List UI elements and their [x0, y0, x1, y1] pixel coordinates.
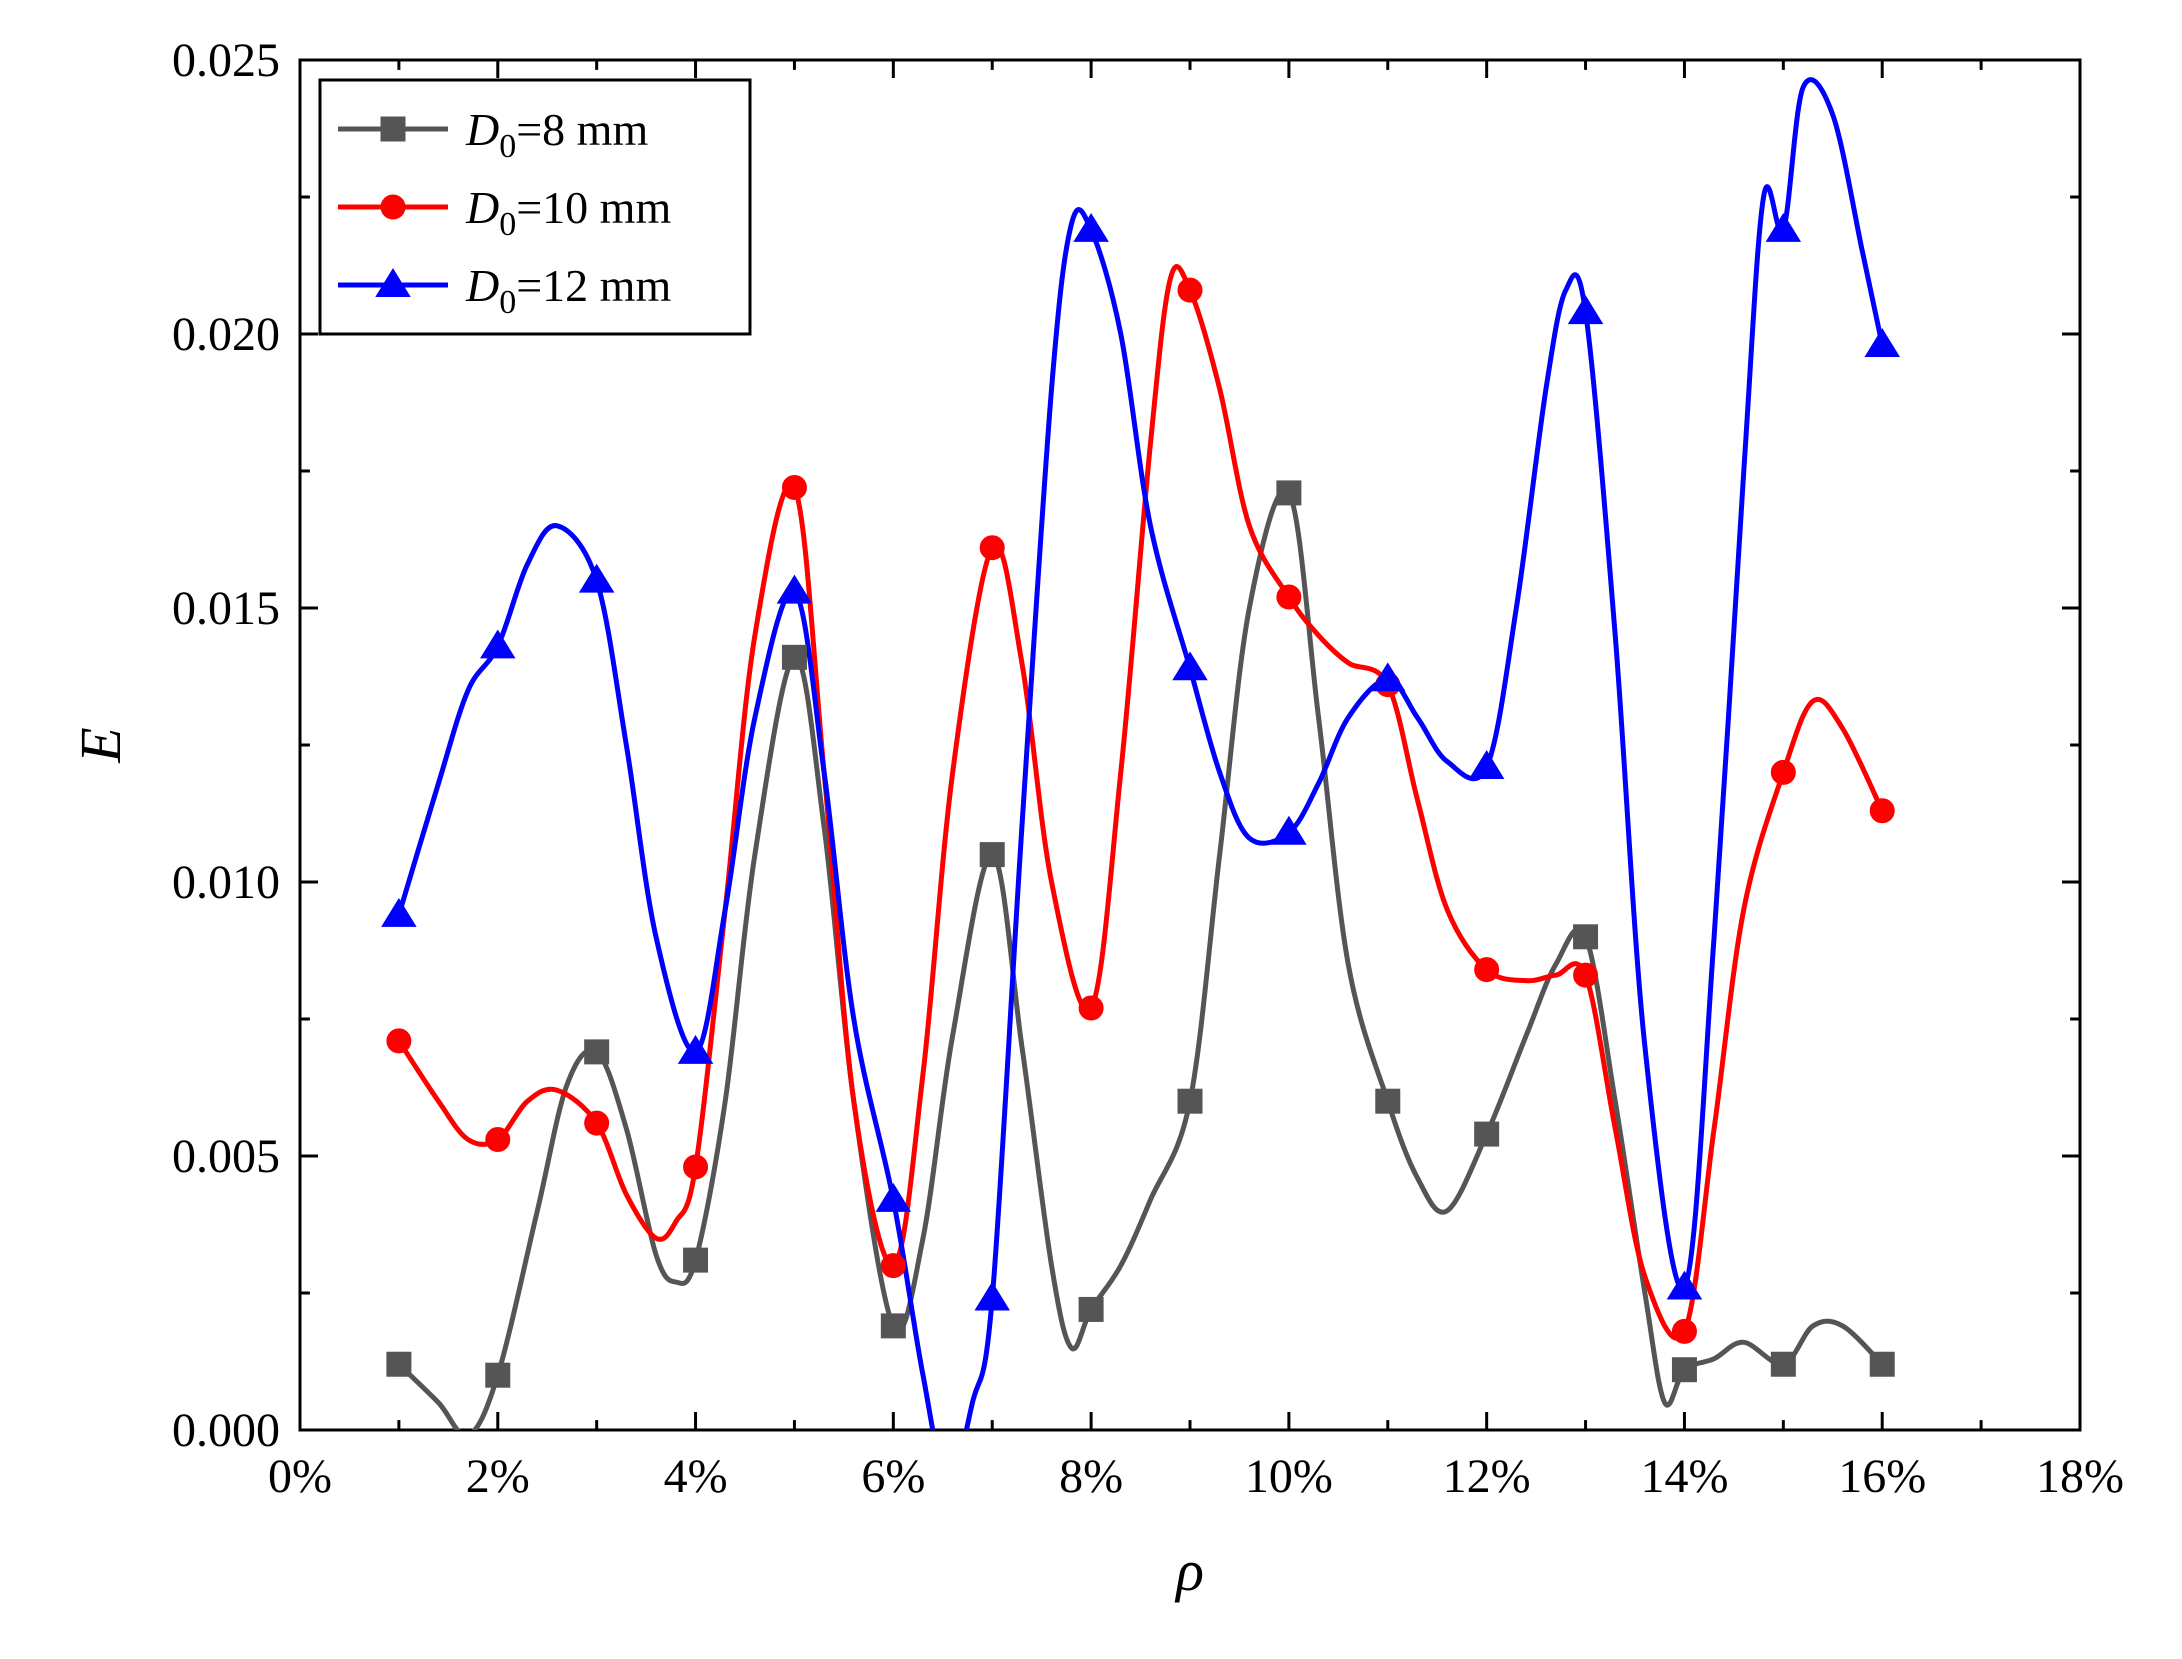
marker-series1	[388, 1030, 410, 1052]
legend-label-2: D0=12 mm	[465, 260, 671, 321]
marker-series1	[1179, 279, 1201, 301]
marker-series1	[1278, 586, 1300, 608]
marker-series2	[1472, 753, 1502, 778]
marker-series1	[1673, 1320, 1695, 1342]
marker-series0	[1871, 1353, 1893, 1375]
x-tick-label: 10%	[1245, 1450, 1333, 1503]
marker-series0	[1575, 926, 1597, 948]
marker-series0	[1377, 1090, 1399, 1112]
x-tick-label: 6%	[861, 1450, 925, 1503]
marker-series1	[586, 1112, 608, 1134]
marker-series0	[1772, 1353, 1794, 1375]
marker-series2	[1768, 216, 1798, 241]
marker-series1	[1476, 959, 1498, 981]
marker-series1	[882, 1255, 904, 1277]
x-tick-label: 14%	[1640, 1450, 1728, 1503]
marker-series2	[1867, 331, 1897, 356]
legend-marker-0	[382, 118, 404, 140]
y-axis-title: E	[68, 727, 133, 763]
legend-marker-1	[382, 196, 404, 218]
marker-series2	[384, 901, 414, 926]
chart-container: 0% 2% 4% 6% 8% 10% 12% 14% 16% 18% 0.000 0.005 0.010…	[0, 0, 2182, 1659]
legend-label-1: D0=10 mm	[465, 182, 671, 243]
y-tick-label: 0.020	[172, 308, 280, 361]
marker-series0	[1080, 1298, 1102, 1320]
marker-series0	[882, 1315, 904, 1337]
marker-series2	[1076, 216, 1106, 241]
y-tick-label: 0.010	[172, 856, 280, 909]
x-tick-label: 12%	[1443, 1450, 1531, 1503]
marker-series1	[685, 1156, 707, 1178]
marker-series0	[981, 844, 1003, 866]
marker-series1	[1871, 800, 1893, 822]
x-tick-label: 16%	[1838, 1450, 1926, 1503]
marker-series0	[783, 646, 805, 668]
marker-series2	[582, 567, 612, 592]
marker-series1	[487, 1129, 509, 1151]
marker-series2	[1175, 654, 1205, 679]
series-markers-group	[384, 216, 1897, 1386]
marker-series1	[1772, 761, 1794, 783]
marker-series2	[483, 632, 513, 657]
marker-series2	[1570, 298, 1600, 323]
y-tick-label: 0.015	[172, 582, 280, 635]
marker-series0	[1179, 1090, 1201, 1112]
x-axis-title: ρ	[1174, 1538, 1204, 1603]
x-tick-label: 2%	[466, 1450, 530, 1503]
marker-series1	[981, 537, 1003, 559]
marker-series1	[783, 476, 805, 498]
marker-series0	[1476, 1123, 1498, 1145]
legend-label-0: D0=8 mm	[465, 104, 648, 165]
marker-series2	[779, 578, 809, 603]
marker-series0	[586, 1041, 608, 1063]
x-tick-label: 4%	[664, 1450, 728, 1503]
marker-series0	[1278, 482, 1300, 504]
chart-svg: 0% 2% 4% 6% 8% 10% 12% 14% 16% 18% 0.000 0.005 0.010…	[0, 0, 2182, 1659]
marker-series0	[1673, 1359, 1695, 1381]
marker-series2	[878, 1186, 908, 1211]
series-line-0	[399, 490, 1882, 1436]
marker-series1	[1575, 964, 1597, 986]
y-tick-label: 0.000	[172, 1404, 280, 1457]
y-tick-label: 0.025	[172, 34, 280, 87]
marker-series0	[487, 1364, 509, 1386]
marker-series0	[388, 1353, 410, 1375]
x-tick-label: 18%	[2036, 1450, 2124, 1503]
x-tick-label: 0%	[268, 1450, 332, 1503]
marker-series0	[685, 1249, 707, 1271]
marker-series2	[1373, 665, 1403, 690]
y-tick-label: 0.005	[172, 1130, 280, 1183]
x-tick-label: 8%	[1059, 1450, 1123, 1503]
marker-series2	[977, 1284, 1007, 1309]
marker-series1	[1080, 997, 1102, 1019]
